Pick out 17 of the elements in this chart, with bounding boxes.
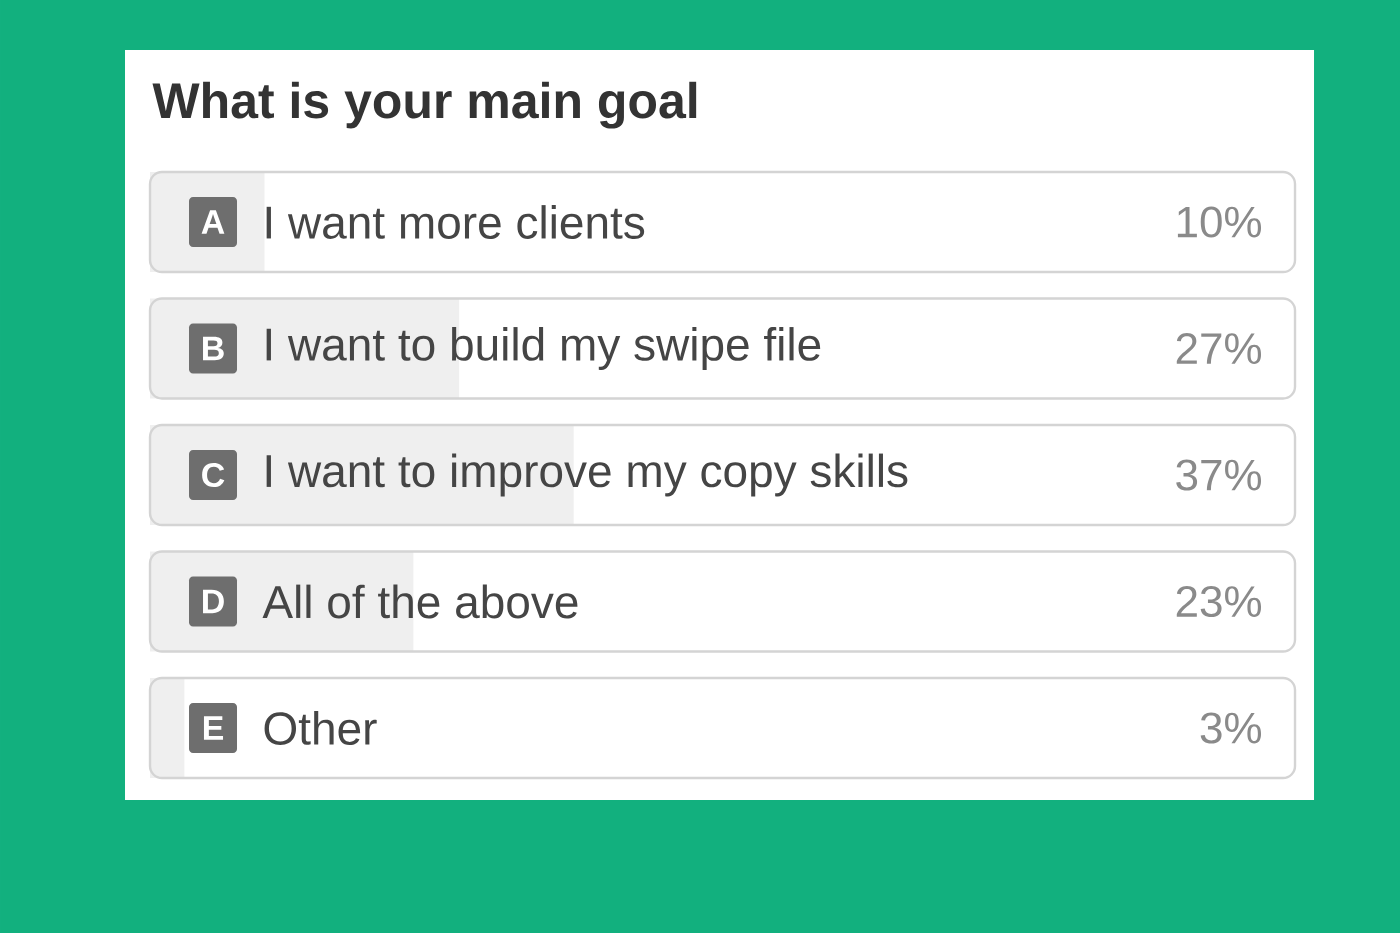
annotation: B <box>203 336 224 361</box>
bar <box>150 678 185 779</box>
y-tick-label: Other <box>264 711 377 745</box>
y-tick-label: I want more clients <box>266 205 645 239</box>
data-label: 23% <box>1176 585 1262 618</box>
annotation: C <box>202 462 225 488</box>
data-label: 10% <box>1177 206 1262 238</box>
y-tick-label: All of the above <box>262 584 578 619</box>
data-label: 3% <box>1200 712 1262 744</box>
y-tick-label: I want to improve my copy skills <box>266 453 908 497</box>
y-tick-label: I want to build my swipe file <box>266 327 821 370</box>
annotation: D <box>203 589 224 614</box>
chart-title: What is your main goal <box>152 81 697 129</box>
annotation: A <box>201 210 225 234</box>
annotation: E <box>203 716 224 740</box>
data-label: 27% <box>1176 333 1262 364</box>
data-label: 37% <box>1176 459 1262 491</box>
